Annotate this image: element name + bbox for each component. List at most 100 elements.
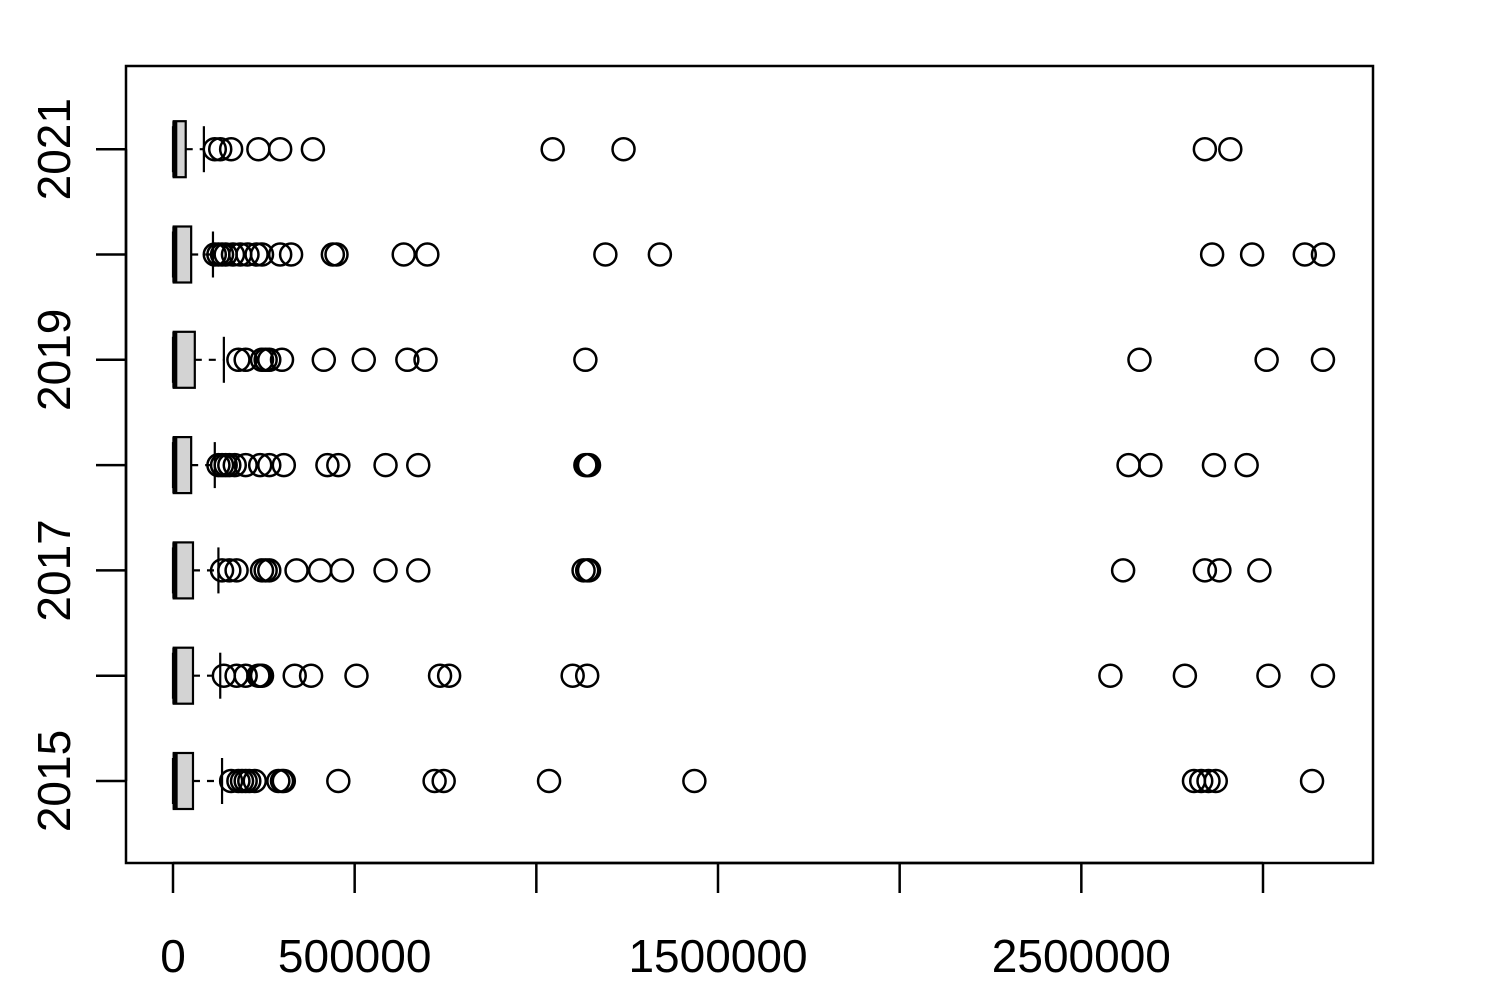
- box-2017: [171, 541, 1272, 600]
- y-tick-label: 2021: [28, 98, 80, 200]
- outlier-point: [1218, 136, 1243, 162]
- outlier-point: [1310, 242, 1336, 267]
- outlier-point: [246, 136, 271, 162]
- outlier-point: [406, 452, 431, 478]
- outlier-point: [249, 663, 275, 688]
- outlier-point: [1098, 663, 1123, 688]
- outlier-point: [300, 136, 326, 162]
- box-2019: [171, 330, 1336, 389]
- box-2021: [171, 120, 1243, 179]
- outlier-point: [271, 768, 297, 794]
- outlier-point: [611, 136, 636, 162]
- outlier-point: [536, 768, 562, 794]
- outlier-point: [1234, 452, 1259, 478]
- outlier-point: [540, 136, 565, 162]
- x-axis: 0 500000 1500000 2500000: [160, 861, 1265, 982]
- box-series: [171, 120, 1336, 811]
- outlier-point: [682, 768, 707, 794]
- outlier-point: [391, 242, 416, 267]
- outlier-point: [1207, 558, 1232, 583]
- outlier-point: [415, 242, 440, 267]
- outlier-point: [1310, 347, 1336, 373]
- outlier-point: [1203, 768, 1229, 794]
- outlier-point: [217, 452, 242, 478]
- outlier-point: [278, 242, 304, 267]
- outlier-point: [1192, 136, 1218, 162]
- outlier-point: [220, 242, 246, 267]
- outlier-point: [269, 347, 295, 373]
- outlier-point: [576, 558, 602, 583]
- outlier-point: [257, 347, 282, 373]
- outlier-point: [1201, 452, 1227, 478]
- outlier-point: [284, 558, 309, 583]
- outlier-point: [573, 347, 598, 373]
- outlier-point: [233, 347, 258, 373]
- outlier-point: [226, 347, 251, 373]
- y-tick-label: 2015: [28, 730, 80, 832]
- outlier-point: [209, 558, 235, 583]
- outlier-point: [247, 452, 273, 478]
- outlier-point: [307, 558, 333, 583]
- outlier-point: [326, 768, 351, 794]
- outlier-point: [257, 558, 282, 583]
- outlier-point: [1188, 768, 1214, 794]
- outlier-point: [431, 768, 456, 794]
- x-tick-label: 1500000: [628, 930, 807, 982]
- outlier-point: [282, 663, 307, 688]
- outlier-point: [351, 347, 376, 373]
- outlier-point: [1172, 663, 1198, 688]
- box-2016: [171, 646, 1336, 705]
- box-2020: [171, 225, 1336, 284]
- x-tick-label: 2500000: [992, 930, 1171, 982]
- outlier-point: [1110, 558, 1136, 583]
- outlier-point: [422, 768, 447, 794]
- outlier-point: [1247, 558, 1272, 583]
- x-tick-label: 0: [160, 930, 186, 982]
- outlier-point: [576, 452, 602, 478]
- outlier-point: [1192, 558, 1218, 583]
- outlier-point: [311, 347, 337, 373]
- outlier-point: [244, 242, 269, 267]
- outlier-point: [1127, 347, 1152, 373]
- outlier-point: [217, 558, 242, 583]
- outlier-point: [1138, 452, 1163, 478]
- outlier-point: [1299, 768, 1325, 794]
- outlier-point: [395, 347, 420, 373]
- outlier-point: [1254, 347, 1279, 373]
- outlier-point: [202, 136, 228, 162]
- box-2015: [171, 751, 1325, 811]
- y-tick-label: 2017: [28, 519, 80, 621]
- x-tick-label: 500000: [278, 930, 432, 982]
- outlier-point: [1256, 663, 1281, 688]
- outlier-point: [233, 452, 258, 478]
- outlier-point: [324, 242, 349, 267]
- outlier-point: [574, 663, 600, 688]
- outlier-point: [222, 452, 248, 478]
- box-2018: [171, 436, 1259, 495]
- y-axis: 2015 2017 2019 2021: [28, 98, 128, 832]
- outlier-point: [224, 558, 249, 583]
- outlier-point: [326, 452, 351, 478]
- outlier-point: [257, 452, 282, 478]
- plot-area-frame: [124, 64, 1375, 865]
- outlier-point: [647, 242, 673, 267]
- outlier-point: [315, 452, 340, 478]
- outlier-point: [1292, 242, 1318, 267]
- outlier-point: [1239, 242, 1265, 267]
- outlier-point: [233, 663, 258, 688]
- outlier-point: [1196, 768, 1221, 794]
- outlier-point: [249, 242, 275, 267]
- outlier-point: [413, 347, 438, 373]
- outlier-point: [406, 558, 431, 583]
- outlier-point: [207, 136, 233, 162]
- outlier-point: [267, 136, 293, 162]
- outlier-point: [560, 663, 585, 688]
- outlier-point: [427, 663, 453, 688]
- outlier-point: [1199, 242, 1225, 267]
- outlier-point: [593, 242, 618, 267]
- outlier-point: [1116, 452, 1141, 478]
- outlier-point: [329, 558, 355, 583]
- outlier-point: [271, 452, 297, 478]
- outlier-point: [373, 558, 398, 583]
